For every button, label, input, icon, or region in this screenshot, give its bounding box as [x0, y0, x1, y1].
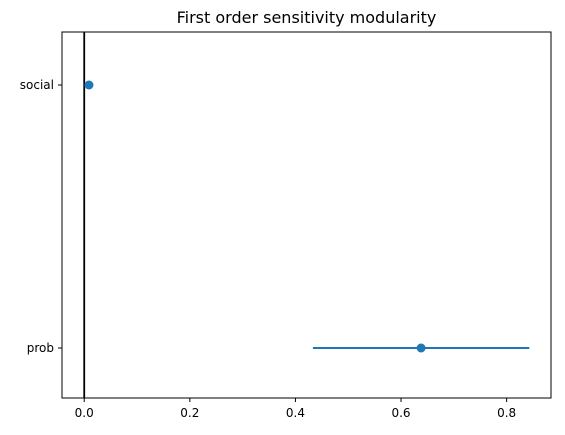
chart-title: First order sensitivity modularity: [177, 8, 437, 27]
x-tick-label: 0.8: [497, 406, 516, 420]
y-tick-label-social: social: [20, 78, 54, 92]
y-tick-label-prob: prob: [27, 341, 54, 355]
x-tick-label: 0.2: [180, 406, 199, 420]
y-axis: social prob: [20, 78, 62, 355]
point-prob: [416, 343, 426, 353]
x-tick-label: 0.6: [391, 406, 410, 420]
x-tick-label: 0.4: [286, 406, 305, 420]
point-social: [84, 80, 94, 90]
plot-area: [83, 32, 530, 398]
x-tick-label: 0.0: [75, 406, 94, 420]
axes-frame: [61, 31, 552, 399]
x-axis: 0.0 0.2 0.4 0.6 0.8: [75, 398, 516, 420]
